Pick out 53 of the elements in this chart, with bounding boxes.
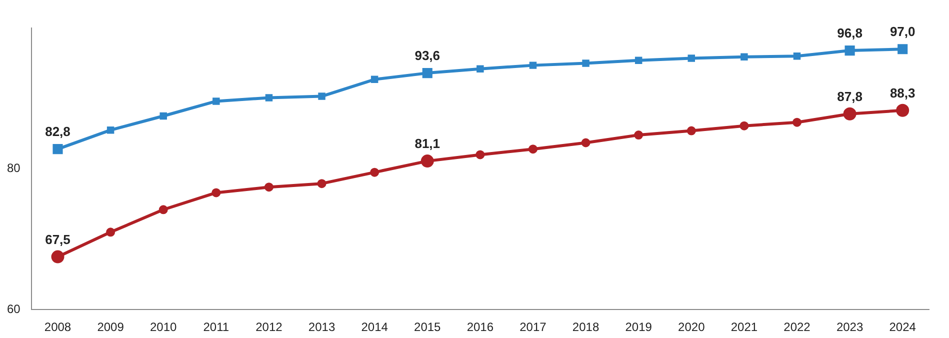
data-label: 97,0 — [890, 24, 916, 40]
point — [476, 65, 484, 72]
point — [581, 138, 590, 148]
point — [476, 150, 485, 160]
x-tick-label: 2015 — [414, 320, 442, 334]
x-tick-label: 2011 — [203, 320, 230, 334]
x-tick-label: 2016 — [466, 320, 494, 334]
point — [264, 182, 274, 192]
x-tick-label: 2013 — [308, 320, 336, 334]
point — [793, 52, 801, 60]
x-tick-label: 2020 — [678, 320, 706, 334]
point — [634, 56, 642, 64]
point — [634, 130, 644, 140]
data-label: 67,5 — [45, 232, 70, 247]
point — [212, 98, 220, 105]
data-label: 87,8 — [837, 88, 862, 104]
point — [265, 94, 273, 102]
x-tick-label: 2012 — [256, 320, 283, 334]
point — [740, 53, 748, 60]
point — [317, 179, 326, 188]
data-label: 93,6 — [414, 48, 440, 64]
point — [582, 60, 590, 67]
point — [528, 144, 538, 154]
x-tick-label: 2018 — [572, 320, 600, 334]
data-label: 96,8 — [837, 26, 862, 41]
x-tick-label: 2017 — [520, 320, 547, 334]
point — [529, 62, 537, 69]
x-tick-label: 2008 — [44, 320, 72, 334]
point — [370, 76, 378, 84]
x-tick-label: 2023 — [836, 320, 864, 334]
point — [212, 188, 221, 198]
point — [160, 112, 167, 120]
point — [688, 54, 696, 62]
point — [686, 126, 696, 136]
x-tick-label: 2009 — [97, 320, 124, 334]
data-label: 82,8 — [45, 124, 70, 140]
y-tick-label: 60 — [6, 302, 21, 316]
x-tick-label: 2019 — [625, 320, 652, 334]
point — [106, 228, 116, 237]
point — [318, 92, 326, 100]
x-tick-label: 2022 — [784, 320, 811, 334]
point — [370, 168, 380, 177]
point — [158, 205, 168, 214]
x-tick-label: 2021 — [730, 320, 758, 334]
data-label: 81,1 — [414, 136, 440, 152]
point — [792, 118, 802, 127]
data-label: 88,3 — [890, 85, 916, 100]
x-tick-label: 2014 — [361, 320, 388, 334]
y-tick-label: 80 — [6, 161, 21, 176]
x-tick-label: 2010 — [150, 320, 178, 334]
x-tick-label: 2024 — [889, 320, 916, 334]
point — [740, 121, 749, 130]
point — [106, 126, 114, 134]
